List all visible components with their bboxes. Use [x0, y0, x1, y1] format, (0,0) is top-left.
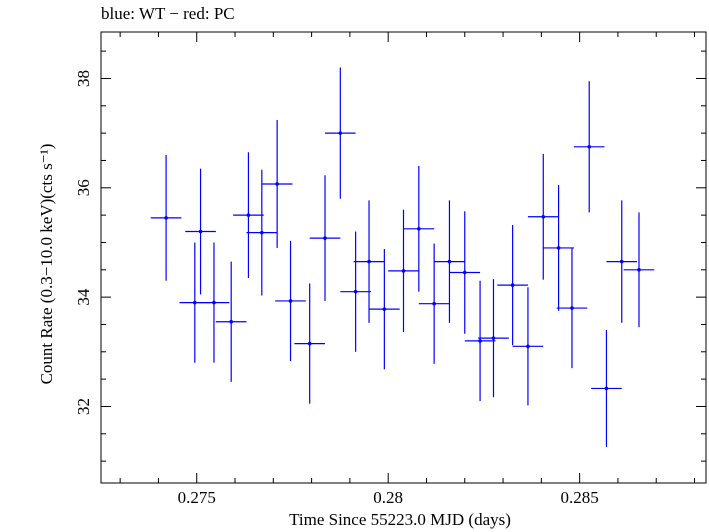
data-point: [449, 211, 481, 334]
plot-frame: [100, 31, 707, 484]
data-point: [591, 329, 622, 447]
point-marker: [478, 339, 482, 343]
data-point: [340, 231, 371, 352]
data-point: [527, 153, 559, 280]
chart-title: blue: WT − red: PC: [101, 4, 235, 23]
point-marker: [229, 319, 233, 324]
point-marker: [246, 213, 251, 217]
data-point: [198, 242, 230, 363]
data-point: [403, 165, 435, 292]
point-marker: [212, 300, 216, 305]
y-tick-label: 32: [74, 398, 93, 415]
data-points: [150, 67, 655, 447]
x-tick-label: 0.275: [178, 488, 216, 507]
data-point: [294, 283, 326, 404]
point-marker: [338, 131, 343, 135]
data-point: [464, 280, 496, 401]
axis-tick-labels: 0.275 0.28 0.285 32 34 36 38: [74, 70, 599, 507]
data-point: [478, 279, 509, 398]
data-point: [388, 209, 419, 333]
data-point: [353, 200, 385, 323]
point-marker: [447, 259, 452, 264]
data-point: [606, 200, 638, 323]
data-point: [150, 155, 182, 281]
point-marker: [556, 246, 561, 250]
point-marker: [353, 289, 358, 294]
data-point: [246, 169, 278, 296]
point-marker: [367, 259, 371, 264]
x-axis-label: Time Since 55223.0 MJD (days): [289, 510, 511, 529]
point-marker: [193, 300, 197, 305]
point-marker: [382, 307, 387, 311]
data-point: [325, 67, 356, 199]
point-marker: [637, 268, 641, 272]
point-marker: [288, 299, 293, 303]
x-tick-label: 0.28: [373, 488, 403, 507]
point-marker: [604, 386, 609, 391]
data-point: [556, 247, 588, 369]
data-point: [573, 81, 605, 213]
x-tick-label: 0.285: [561, 488, 599, 507]
point-marker: [275, 182, 279, 186]
data-point: [543, 185, 574, 311]
point-marker: [198, 229, 203, 234]
point-marker: [417, 227, 421, 231]
data-point: [418, 243, 450, 364]
data-point: [369, 249, 400, 370]
point-marker: [307, 341, 312, 346]
y-axis-label: Count Rate (0.3−10.0 keV)(cts s⁻¹): [37, 143, 56, 385]
point-marker: [541, 214, 546, 219]
point-marker: [587, 145, 592, 149]
point-marker: [491, 336, 496, 340]
point-marker: [323, 236, 327, 240]
y-tick-label: 36: [74, 179, 93, 196]
point-marker: [526, 344, 530, 349]
y-tick-label: 34: [74, 288, 93, 306]
data-point: [434, 200, 465, 323]
point-marker: [432, 301, 436, 306]
data-point: [215, 261, 247, 382]
data-point: [512, 287, 544, 406]
data-point: [185, 168, 216, 295]
axis-ticks: [101, 32, 706, 483]
y-tick-label: 38: [74, 70, 93, 87]
point-marker: [164, 216, 168, 220]
data-point: [233, 152, 264, 278]
point-marker: [401, 269, 406, 273]
data-point: [623, 212, 655, 328]
point-marker: [260, 230, 264, 235]
point-marker: [510, 283, 515, 287]
data-point: [275, 240, 306, 362]
data-point: [309, 175, 341, 301]
data-point: [497, 224, 528, 346]
point-marker: [570, 306, 574, 310]
point-marker: [462, 270, 467, 275]
point-marker: [619, 259, 624, 264]
data-point: [261, 120, 293, 248]
